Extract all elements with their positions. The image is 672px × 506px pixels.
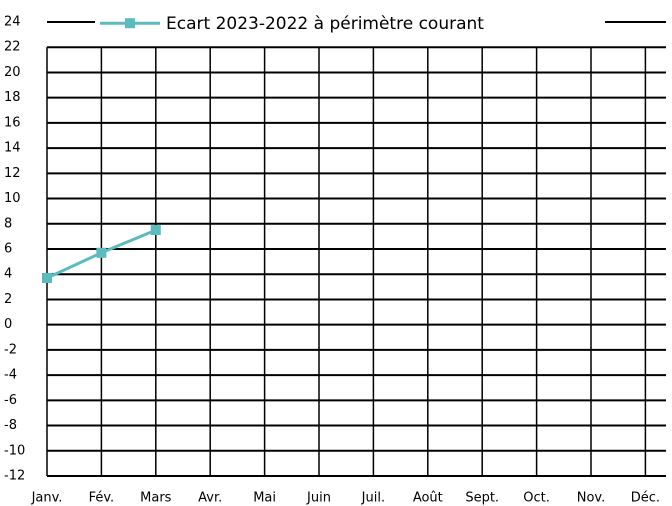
- y-tick-label: 8: [4, 216, 12, 231]
- y-tick-label: 14: [4, 141, 21, 156]
- x-tick-label: Sept.: [465, 491, 499, 506]
- y-tick-label: -2: [4, 342, 17, 357]
- y-tick-label: 10: [4, 191, 21, 206]
- y-tick-label: 6: [4, 242, 12, 257]
- legend-text: Ecart 2023-2022 à périmètre courant: [166, 14, 484, 34]
- y-tick-label: 4: [4, 267, 12, 282]
- y-tick-label: 24: [4, 15, 21, 30]
- x-tick-label: Mai: [253, 491, 276, 506]
- x-tick-label: Juil.: [361, 491, 385, 506]
- y-tick-label: -4: [4, 368, 17, 383]
- legend-marker: [125, 18, 135, 29]
- y-tick-label: 0: [4, 317, 12, 332]
- x-tick-label: Mars: [140, 491, 172, 506]
- y-tick-label: -8: [4, 418, 17, 433]
- y-tick-label: 22: [4, 40, 21, 55]
- x-tick-label: Juin: [306, 491, 331, 506]
- y-tick-label: 12: [4, 166, 21, 181]
- y-tick-label: -10: [4, 443, 25, 458]
- x-tick-label: Oct.: [523, 491, 550, 506]
- x-tick-label: Nov.: [577, 491, 606, 506]
- legend-box: [95, 10, 605, 37]
- marker: [150, 225, 161, 236]
- marker: [96, 247, 107, 258]
- x-tick-label: Avr.: [198, 491, 222, 506]
- y-tick-label: 18: [4, 90, 21, 105]
- y-tick-label: -6: [4, 393, 17, 408]
- y-tick-label: 2: [4, 292, 12, 307]
- x-tick-label: Janv.: [31, 491, 63, 506]
- y-tick-label: 20: [4, 65, 21, 80]
- x-tick-label: Août: [413, 491, 443, 506]
- x-tick-label: Déc.: [631, 491, 660, 506]
- marker: [42, 273, 52, 284]
- y-tick-label: 16: [4, 115, 21, 130]
- y-tick-label: -12: [4, 469, 25, 484]
- x-tick-label: Fév.: [89, 491, 115, 506]
